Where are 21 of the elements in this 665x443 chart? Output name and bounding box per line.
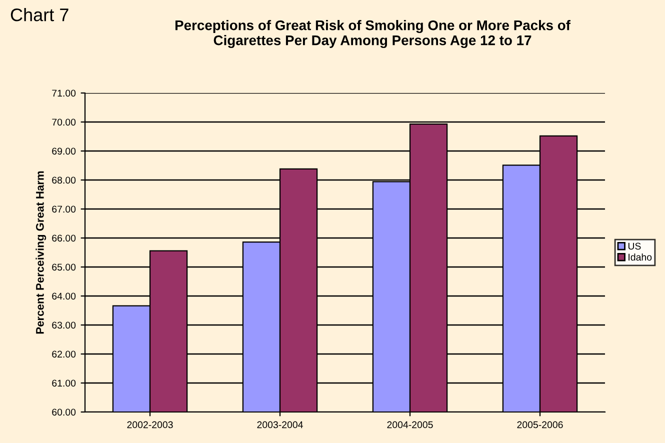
y-axis-title: Percent Perceiving Great Harm [36, 171, 46, 334]
x-tick-label: 2005-2006 [517, 421, 563, 428]
x-tick-label: 2004-2005 [387, 421, 433, 428]
x-tick-label: 2003-2004 [257, 421, 303, 428]
y-tick-label: 67.00 [52, 206, 76, 213]
y-tick-label: 60.00 [52, 408, 76, 416]
y-tick-label: 64.00 [52, 292, 76, 300]
y-tick-label: 61.00 [52, 380, 76, 387]
y-tick-label: 71.00 [52, 90, 76, 97]
x-tick-label: 2002-2003 [127, 421, 173, 428]
y-tick-label: 65.00 [52, 264, 76, 271]
y-tick-label: 62.00 [52, 350, 76, 358]
caption: Chart 7 [10, 8, 68, 22]
y-tick-label: 69.00 [52, 148, 76, 155]
y-tick-label: 70.00 [52, 118, 76, 126]
legend-label: US [628, 242, 641, 250]
y-tick-label: 63.00 [52, 322, 76, 329]
y-tick-label: 66.00 [52, 234, 76, 242]
legend-label: Idaho [628, 253, 652, 261]
chart-title: Perceptions of Great Risk of Smoking One or More Packs of Cigarettes Per Day Among Persons Age 12 to 17 [175, 20, 571, 48]
y-tick-label: 68.00 [52, 176, 76, 184]
